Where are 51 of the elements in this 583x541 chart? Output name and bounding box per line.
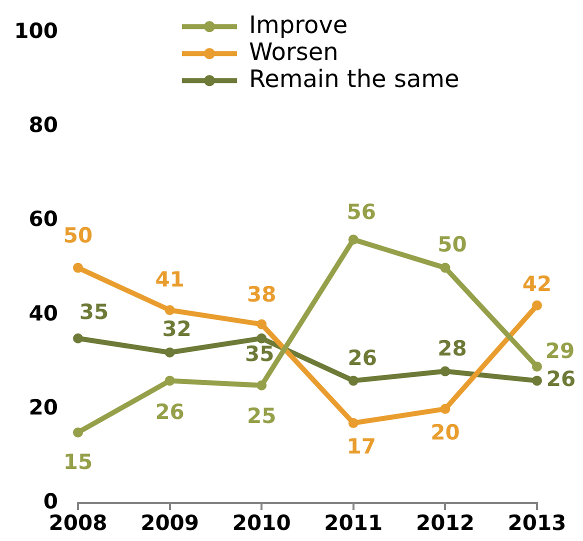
legend-label: Remain the same [248, 64, 460, 93]
point [348, 376, 358, 386]
point [348, 418, 358, 428]
point [164, 347, 175, 358]
data-label: 35 [244, 342, 274, 366]
point [440, 366, 450, 376]
point [164, 305, 175, 316]
data-label: 41 [155, 268, 184, 292]
data-label: 38 [246, 282, 276, 307]
y-tick-label: 100 [14, 19, 58, 44]
x-tick-label: 2009 [140, 511, 200, 536]
data-label: 28 [438, 336, 467, 361]
y-tick-label: 60 [28, 207, 58, 232]
y-tick-label: 0 [43, 489, 58, 514]
legend-label: Worsen [248, 38, 338, 66]
point [256, 380, 267, 390]
data-label: 29 [545, 339, 575, 364]
y-tick-label: 20 [28, 395, 58, 420]
x-tick-label: 2010 [232, 511, 291, 536]
point [440, 404, 450, 414]
data-label: 17 [346, 434, 376, 458]
data-label: 42 [522, 272, 552, 296]
data-label: 32 [162, 316, 192, 341]
data-label: 50 [63, 223, 93, 248]
data-label: 15 [63, 450, 93, 474]
data-label: 56 [346, 200, 376, 224]
y-tick-label: 40 [28, 301, 58, 326]
data-label: 26 [348, 346, 378, 370]
point [532, 300, 542, 310]
x-tick-label: 2013 [508, 511, 566, 536]
point [532, 362, 542, 372]
point [164, 376, 175, 386]
data-label: 25 [246, 404, 276, 428]
data-label: 26 [546, 367, 576, 392]
point [348, 234, 358, 245]
data-label: 35 [79, 300, 109, 324]
point [73, 427, 83, 438]
x-tick-label: 2011 [324, 511, 383, 536]
legend-label: Improve [248, 10, 348, 39]
point [532, 376, 542, 386]
x-tick-label: 2008 [48, 511, 108, 536]
point [73, 262, 83, 273]
point [73, 333, 83, 344]
data-label: 50 [438, 232, 467, 256]
x-tick-label: 2012 [416, 511, 474, 536]
y-tick-label: 80 [28, 113, 58, 138]
data-label: 20 [430, 420, 460, 444]
data-label: 26 [155, 400, 184, 424]
point [440, 262, 450, 273]
point [256, 333, 267, 344]
point [256, 319, 267, 330]
